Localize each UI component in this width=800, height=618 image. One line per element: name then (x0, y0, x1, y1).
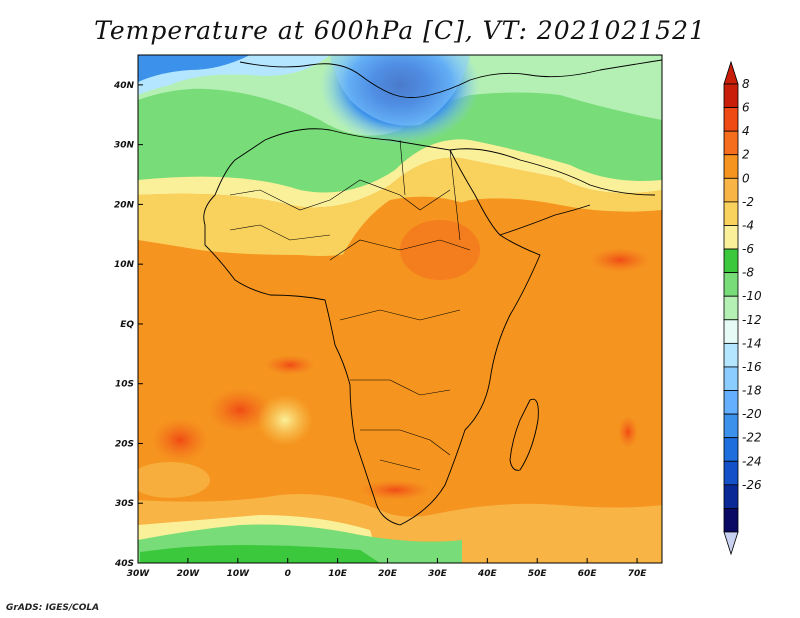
lat-label: 20S (115, 439, 134, 449)
colorbar-swatch (723, 484, 739, 509)
lat-label: 40S (114, 559, 134, 569)
madagascar-coastline (509, 398, 539, 471)
colorbar-swatch (723, 342, 739, 368)
lat-label: EQ (120, 320, 134, 330)
plot-frame (137, 54, 663, 564)
colorbar-label: -10 (742, 289, 762, 303)
colorbar-label: -12 (742, 313, 762, 327)
axes: 30W 20W 10W 0 10E 20E 30E 40E 50E 60E 70E 40N 30N 20N… (113, 81, 647, 579)
colorbar-label: -22 (742, 431, 762, 445)
lat-label: 30S (115, 499, 134, 509)
colorbar-swatch (723, 83, 739, 108)
colorbar: 8 6 4 2 0 -2 -4 -6 -8 -10 -12 -14 -16 -18 -20 -22 -24 -26 (723, 60, 762, 556)
arabia-coastline (449, 148, 656, 236)
colorbar-swatch (723, 390, 739, 415)
lon-label: 70E (628, 569, 648, 579)
colorbar-label: -20 (742, 407, 762, 421)
colorbar-swatch (723, 154, 739, 179)
lat-label: 10S (115, 380, 134, 390)
colorbar-label: 8 (742, 77, 750, 91)
temperature-field (138, 55, 662, 563)
colorbar-bottom-arrow (723, 531, 739, 556)
lon-label: 30W (127, 569, 151, 579)
lon-label: 10W (227, 569, 251, 579)
lon-label: 40E (477, 569, 498, 579)
colorbar-label: -14 (742, 336, 762, 350)
coastlines (203, 59, 662, 526)
colorbar-swatch (723, 107, 739, 132)
colorbar-label: -2 (742, 195, 754, 209)
lat-label: 20N (114, 200, 135, 210)
colorbar-label: -16 (742, 360, 762, 374)
colorbar-swatch (723, 272, 739, 297)
colorbar-swatch (723, 248, 739, 274)
lon-label: 20W (177, 569, 201, 579)
lon-label: 30E (428, 569, 448, 579)
colorbar-label: 0 (742, 171, 750, 185)
map-title: Temperature at 600hPa [C], VT: 202102152… (94, 16, 706, 45)
colorbar-label: -24 (742, 454, 762, 468)
lat-label: 10N (114, 260, 135, 270)
grads-credit: GrADS: IGES/COLA (6, 603, 100, 613)
borders (229, 139, 471, 471)
colorbar-swatch (723, 413, 739, 439)
colorbar-label: -8 (742, 266, 754, 280)
colorbar-label: 6 (742, 101, 750, 115)
colorbar-label: -6 (742, 242, 754, 256)
colorbar-swatch (723, 460, 739, 486)
colorbar-swatch (723, 319, 739, 344)
colorbar-swatch (723, 130, 739, 156)
colorbar-swatch (723, 366, 739, 391)
lon-label: 50E (528, 569, 548, 579)
colorbar-label: -4 (742, 218, 754, 232)
colorbar-top-arrow (723, 60, 739, 85)
lon-label: 20E (378, 569, 398, 579)
lat-label: 40N (113, 81, 135, 91)
colorbar-label: 4 (742, 124, 750, 138)
lon-label: 60E (578, 569, 598, 579)
colorbar-swatch (723, 295, 739, 321)
lat-label: 30N (114, 141, 135, 151)
africa-coastline (203, 128, 541, 526)
lon-label: 0 (285, 569, 291, 579)
colorbar-swatch (723, 177, 739, 203)
colorbar-swatch (723, 437, 739, 462)
europe-coastline (239, 59, 662, 98)
colorbar-swatch (723, 508, 739, 533)
colorbar-label: -26 (742, 478, 762, 492)
colorbar-swatch (723, 225, 739, 250)
colorbar-label: 2 (742, 148, 750, 162)
lon-label: 10E (328, 569, 348, 579)
colorbar-swatch (723, 201, 739, 226)
colorbar-label: -18 (742, 384, 762, 398)
